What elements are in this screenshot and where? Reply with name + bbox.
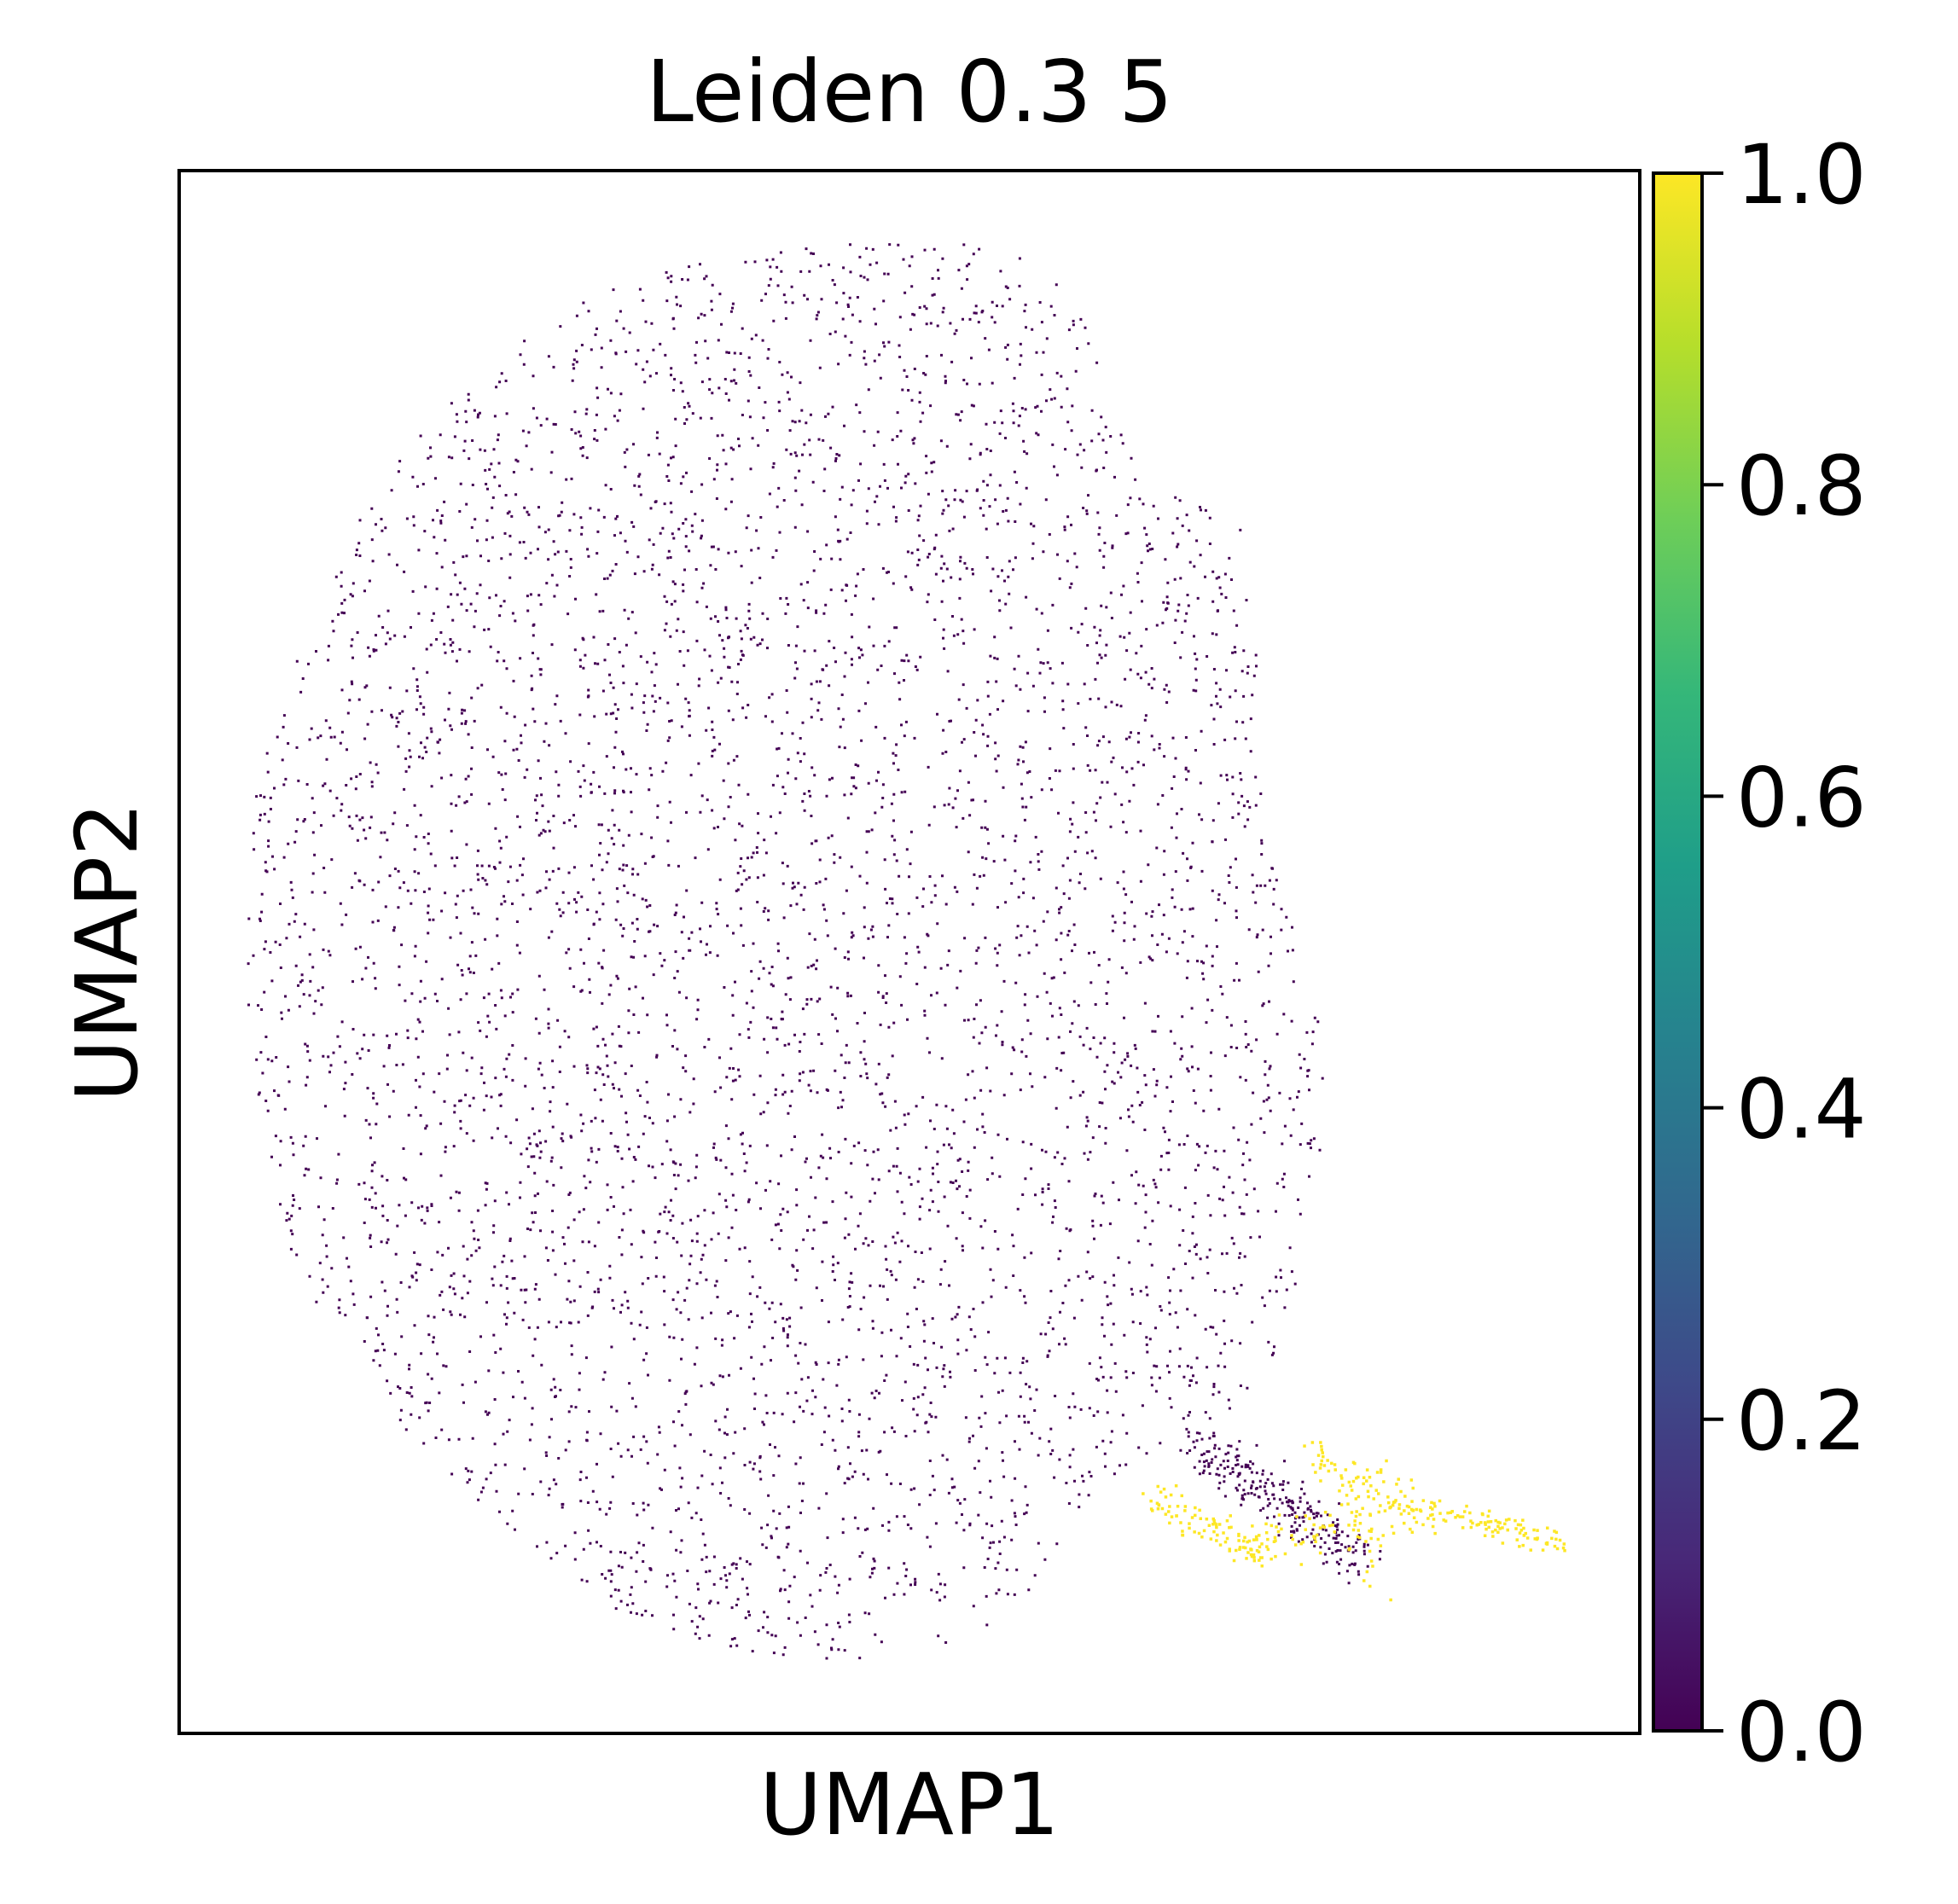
colorbar-tick-label: 0.4 bbox=[1736, 1062, 1867, 1158]
scatter-points bbox=[247, 243, 1566, 1660]
plot-frame bbox=[177, 169, 1641, 1735]
series-point-cloud-0 bbox=[247, 243, 1382, 1660]
colorbar-tick-label: 0.6 bbox=[1736, 750, 1867, 845]
colorbar-ticks: 0.0 0.2 0.4 0.6 0.8 1.0 bbox=[1702, 127, 1867, 1780]
y-axis-label: UMAP2 bbox=[57, 802, 157, 1102]
colorbar-tick-label: 0.2 bbox=[1736, 1373, 1867, 1469]
series-point-cloud-1 bbox=[1142, 1441, 1566, 1602]
colorbar: 0.0 0.2 0.4 0.6 0.8 1.0 bbox=[1652, 127, 1867, 1780]
colorbar-tick-label: 0.8 bbox=[1736, 438, 1867, 534]
x-axis-label: UMAP1 bbox=[759, 1755, 1060, 1855]
colorbar-tick-label: 1.0 bbox=[1736, 127, 1867, 223]
chart-title: Leiden 0.3 5 bbox=[646, 42, 1173, 142]
colorbar-tick-label: 0.0 bbox=[1736, 1685, 1867, 1780]
colorbar-frame bbox=[1652, 171, 1704, 1733]
colorbar-gradient bbox=[1653, 173, 1702, 1731]
